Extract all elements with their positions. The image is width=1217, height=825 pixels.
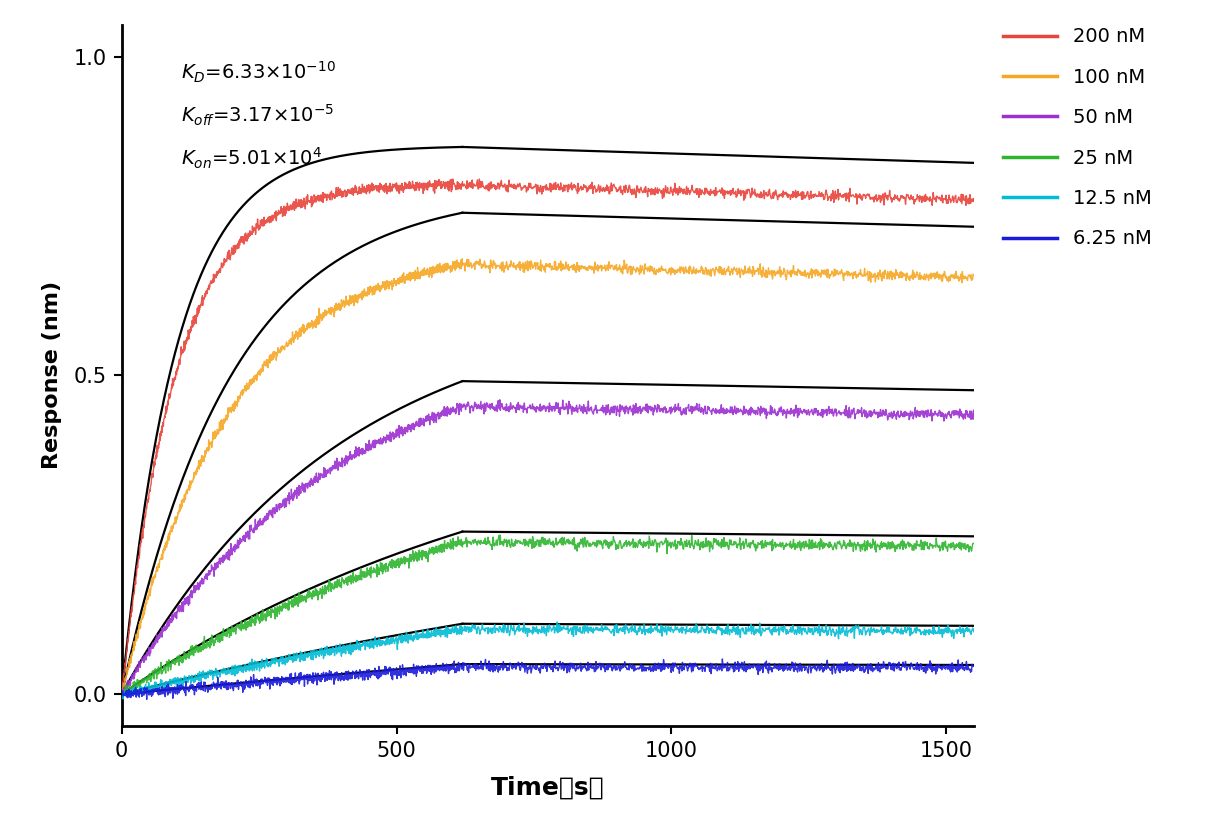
Text: $K_D$=6.33×10$^{-10}$
$K_{off}$=3.17×10$^{-5}$
$K_{on}$=5.01×10$^4$: $K_D$=6.33×10$^{-10}$ $K_{off}$=3.17×10$… xyxy=(181,60,336,171)
Legend: 200 nM, 100 nM, 50 nM, 25 nM, 12.5 nM, 6.25 nM: 200 nM, 100 nM, 50 nM, 25 nM, 12.5 nM, 6… xyxy=(1003,27,1151,248)
Y-axis label: Response (nm): Response (nm) xyxy=(43,281,62,469)
X-axis label: Time（s）: Time（s） xyxy=(490,776,605,799)
